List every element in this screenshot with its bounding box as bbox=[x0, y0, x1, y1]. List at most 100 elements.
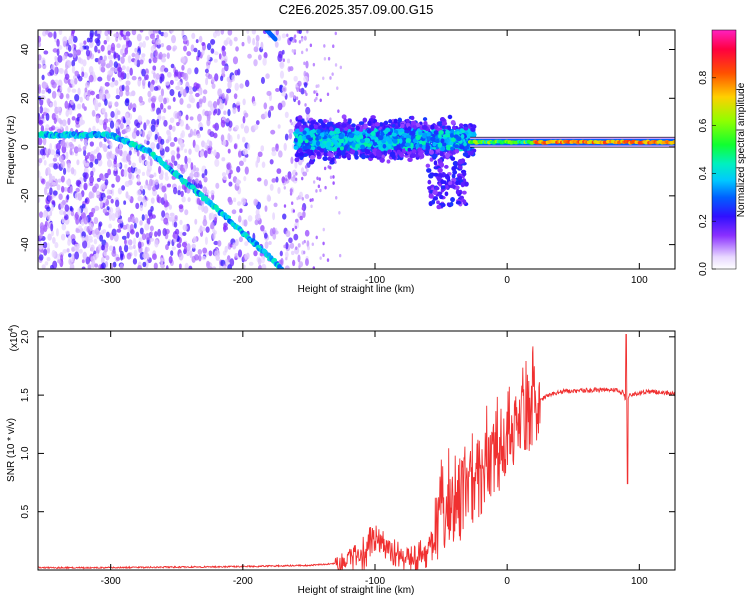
spectrogram-noise-cell bbox=[302, 211, 306, 219]
spectrogram-noise-cell bbox=[334, 31, 337, 36]
spectrogram-noise-cell bbox=[303, 61, 306, 66]
spectrogram-noise-cell bbox=[244, 79, 250, 88]
spectrogram-noise-cell bbox=[62, 249, 67, 254]
spectrogram-noise-cell bbox=[285, 177, 288, 182]
spectrogram-noise-cell bbox=[43, 82, 49, 89]
spectrogram-noise-cell bbox=[293, 49, 297, 53]
spectrogram-noise-cell bbox=[160, 138, 165, 145]
spectrogram-noise-cell bbox=[173, 137, 178, 142]
spectrogram-noise-cell bbox=[61, 223, 67, 231]
spectrogram-noise-cell bbox=[288, 237, 293, 244]
spectrogram-noise-cell bbox=[115, 210, 121, 219]
snr-scale-base: (x10 bbox=[9, 331, 20, 351]
spectrogram-band-cell bbox=[308, 137, 313, 142]
spectrogram-noise-cell bbox=[97, 244, 103, 251]
spectrogram-noise-cell bbox=[215, 182, 220, 189]
spectrogram-noise-cell bbox=[221, 67, 225, 76]
spectrogram-noise-cell bbox=[208, 250, 213, 257]
spectrogram-noise-cell bbox=[229, 258, 235, 267]
spectrogram-noise-cell bbox=[228, 172, 232, 180]
spectrogram-noise-cell bbox=[195, 92, 200, 98]
spectrogram-noise-cell bbox=[99, 234, 104, 242]
spectrogram-noise-cell bbox=[263, 102, 268, 110]
y-tick-label: -40 bbox=[20, 237, 31, 252]
spectrogram-noise-cell bbox=[214, 158, 220, 167]
spectrogram-noise-cell bbox=[48, 173, 53, 181]
spectrogram-noise-cell bbox=[122, 156, 126, 163]
spectrogram-noise-cell bbox=[184, 209, 189, 216]
spectrogram-noise-cell bbox=[329, 76, 332, 80]
spectrogram-noise-cell bbox=[78, 248, 83, 254]
spectrogram-noise-cell bbox=[84, 87, 88, 93]
spectrogram-noise-cell bbox=[115, 199, 120, 208]
spectrogram-noise-cell bbox=[133, 237, 137, 246]
spectrogram-noise-cell bbox=[145, 74, 149, 80]
spectrogram-noise-cell bbox=[108, 245, 114, 251]
spectrogram-band-cell bbox=[405, 137, 411, 144]
spectrogram-noise-cell bbox=[305, 48, 309, 52]
spectrogram-noise-cell bbox=[179, 139, 183, 146]
spectrogram-noise-cell bbox=[295, 96, 299, 101]
spectrogram-noise-cell bbox=[73, 146, 79, 154]
spectrogram-band-cell bbox=[425, 163, 431, 168]
spectrogram-noise-cell bbox=[121, 84, 125, 92]
spectrogram-noise-cell bbox=[284, 133, 289, 141]
spectrogram-noise-cell bbox=[207, 110, 212, 116]
spectrogram-noise-cell bbox=[163, 193, 168, 202]
spectrogram-noise-cell bbox=[220, 75, 224, 82]
colorbar-tick-label: 0.4 bbox=[698, 166, 709, 180]
x-tick-label: 100 bbox=[631, 275, 648, 286]
spectrogram-noise-cell bbox=[68, 253, 72, 258]
spectrogram-noise-cell bbox=[229, 39, 233, 47]
spectrogram-noise-cell bbox=[169, 117, 175, 124]
spectrogram-noise-cell bbox=[117, 66, 123, 73]
snr-plot-area bbox=[38, 331, 675, 570]
spectrogram-noise-cell bbox=[151, 214, 156, 219]
spectrogram-noise-cell bbox=[187, 197, 191, 203]
spectrogram-noise-cell bbox=[47, 195, 53, 201]
spectrogram-noise-cell bbox=[237, 133, 240, 140]
spectrogram-noise-cell bbox=[154, 179, 159, 186]
spectrogram-noise-cell bbox=[300, 87, 305, 95]
spectrogram-noise-cell bbox=[82, 59, 87, 67]
spectrogram-noise-cell bbox=[64, 214, 69, 221]
spectrogram-noise-cell bbox=[307, 245, 311, 251]
spectrogram-band-cell bbox=[370, 125, 375, 132]
spectrogram-band-cell bbox=[450, 156, 456, 161]
spectrogram-noise-cell bbox=[45, 30, 49, 35]
spectrogram-noise-cell bbox=[164, 172, 169, 177]
spectrogram-noise-cell bbox=[293, 95, 296, 99]
spectrogram-noise-cell bbox=[134, 47, 138, 53]
spectrogram-noise-cell bbox=[113, 61, 118, 69]
spectrogram-noise-cell bbox=[318, 177, 321, 181]
spectrogram-band-cell bbox=[364, 137, 371, 144]
spectrogram-noise-cell bbox=[150, 205, 154, 212]
y-tick-label: 0.5 bbox=[20, 504, 31, 518]
spectrogram-noise-cell bbox=[44, 261, 49, 266]
spectrogram-band-cell bbox=[298, 134, 303, 141]
spectrogram-noise-cell bbox=[107, 168, 112, 176]
spectrogram-noise-cell bbox=[65, 179, 70, 185]
spectrogram-noise-cell bbox=[68, 141, 73, 147]
svg-text:(x104): (x104) bbox=[8, 325, 20, 352]
spectrogram-noise-cell bbox=[138, 130, 142, 135]
spectrogram-noise-cell bbox=[277, 187, 281, 195]
spectrogram-noise-cell bbox=[176, 121, 180, 127]
spectrogram-noise-cell bbox=[327, 56, 331, 61]
spectrogram-noise-cell bbox=[89, 37, 93, 43]
spectrogram-band-cell bbox=[410, 120, 417, 126]
spectrogram-noise-cell bbox=[244, 241, 249, 247]
spectrogram-band-cell bbox=[447, 114, 453, 120]
spectrogram-noise-cell bbox=[61, 119, 67, 127]
spectrogram-noise-cell bbox=[182, 35, 188, 42]
x-tick-label: -300 bbox=[101, 576, 121, 587]
spectrogram-noise-cell bbox=[76, 116, 80, 122]
spectrogram-noise-cell bbox=[216, 249, 221, 257]
spectrogram-noise-cell bbox=[148, 58, 152, 64]
spectrogram-band-cell bbox=[430, 124, 435, 130]
spectrogram-noise-cell bbox=[41, 89, 46, 95]
spectrogram-noise-cell bbox=[124, 180, 130, 187]
spectrogram-noise-cell bbox=[204, 68, 209, 74]
spectrogram-noise-cell bbox=[94, 183, 99, 190]
colorbar-tick-label: 0.8 bbox=[698, 70, 709, 84]
